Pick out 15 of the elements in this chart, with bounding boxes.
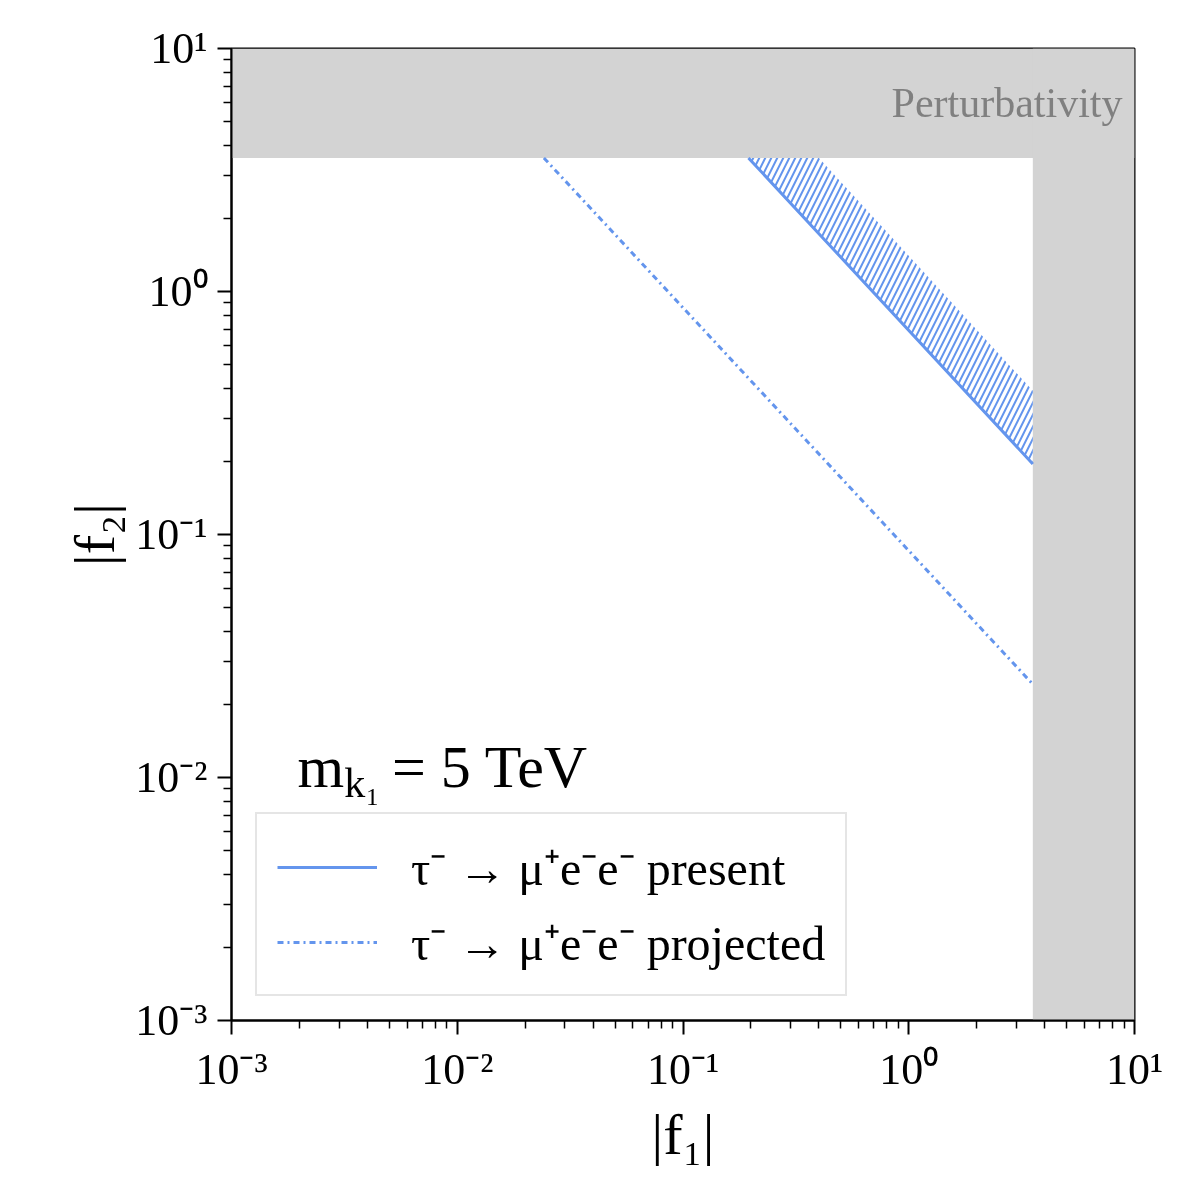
x-tick-label: 10⁰ bbox=[879, 1044, 939, 1094]
x-tick-label: 10⁻³ bbox=[195, 1044, 268, 1094]
y-tick-label: 10⁻² bbox=[135, 753, 208, 802]
y-tick-label: 10⁻¹ bbox=[135, 510, 208, 559]
y-tick-label: 10⁻³ bbox=[135, 996, 208, 1045]
y-tick-label: 10¹ bbox=[150, 24, 208, 73]
x-tick-label: 10⁻² bbox=[421, 1044, 494, 1094]
y-tick-label: 10⁰ bbox=[148, 267, 208, 316]
band-label: Perturbativity bbox=[891, 80, 1123, 127]
legend-label: τ⁻ → μ⁺e⁻e⁻ present bbox=[411, 841, 786, 897]
x-tick-label: 10¹ bbox=[1105, 1044, 1164, 1094]
y-axis-title: |f₂| bbox=[62, 503, 128, 566]
legend-label: τ⁻ → μ⁺e⁻e⁻ projected bbox=[411, 916, 826, 972]
x-axis-title: |f₁| bbox=[651, 1101, 715, 1167]
x-tick-label: 10⁻¹ bbox=[646, 1044, 720, 1094]
